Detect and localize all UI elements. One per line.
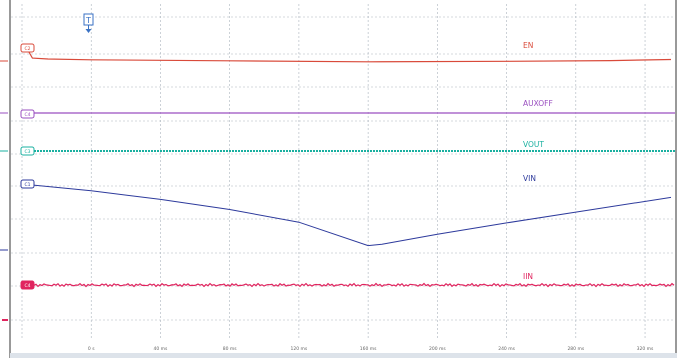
time-axis: 0 s 40 ms 80 ms 120 ms 160 ms 200 ms 240 ms 280… [88,346,654,352]
time-tick-label: 200 ms [429,346,446,352]
time-tick-label: 240 ms [498,346,515,352]
trigger-marker[interactable]: T [83,13,94,33]
time-tick-label: 280 ms [567,346,584,352]
bottom-strip [10,353,677,358]
channel-marker-vout-label: C3 [24,149,30,155]
trigger-marker-label: T [85,16,91,25]
channel-label-en: EN [523,41,533,50]
channel-label-iin: IIN [523,272,533,281]
time-tick-label: 0 s [88,346,95,352]
channel-marker-vout[interactable]: C3 [20,146,35,156]
time-tick-label: 120 ms [291,346,308,352]
channel-marker-iin[interactable]: C4 [20,280,35,290]
channel-marker-auxoff-label: C4 [24,112,30,118]
margin-stubs [0,60,8,321]
time-tick-label: 40 ms [154,346,169,352]
channel-marker-vin-label: C1 [24,182,30,188]
channel-label-vout: VOUT [523,140,544,149]
trace-vin [21,183,672,247]
trace-iin [21,282,675,288]
channel-marker-en-label: C2 [24,46,30,52]
channel-label-auxoff: AUXOFF [523,99,553,108]
channel-label-vin: VIN [523,174,536,183]
time-tick-label: 160 ms [360,346,377,352]
left-margin [0,0,10,358]
channel-marker-vin[interactable]: C1 [20,179,35,189]
channel-marker-en[interactable]: C2 [20,43,35,53]
channel-marker-auxoff[interactable]: C4 [20,109,35,119]
channel-marker-iin-label: C4 [24,283,30,289]
time-tick-label: 320 ms [637,346,654,352]
graticule [11,4,675,340]
trace-en [21,49,672,63]
time-tick-label: 80 ms [223,346,238,352]
